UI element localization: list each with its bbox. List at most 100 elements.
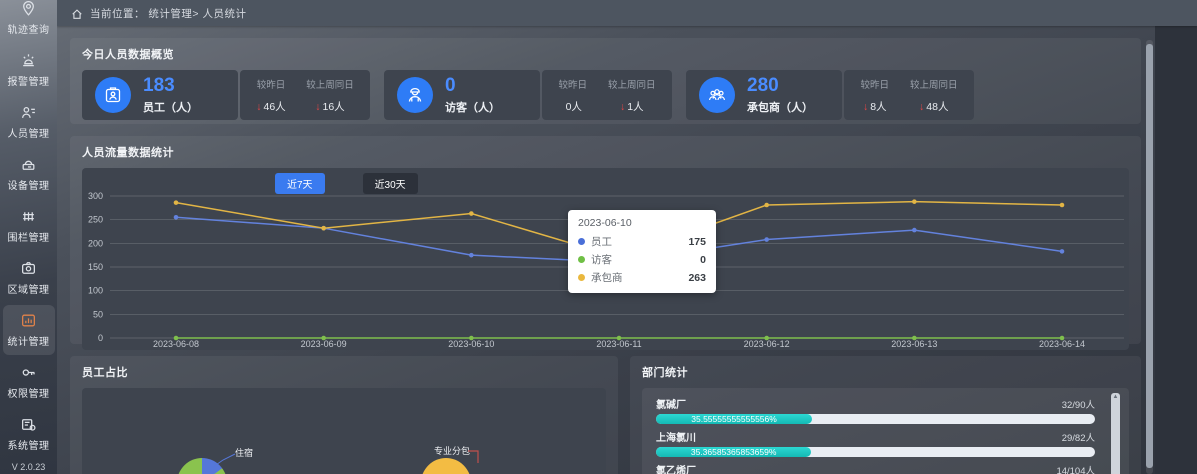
contractors-icon <box>699 77 735 113</box>
dept-count: 14/104人 <box>1056 466 1095 474</box>
svg-text:2023-06-12: 2023-06-12 <box>744 339 790 349</box>
visitor-label: 访客（人） <box>445 101 500 114</box>
dept-name: 上海氯川 <box>656 433 696 444</box>
fence-icon <box>20 207 38 225</box>
svg-text:2023-06-14: 2023-06-14 <box>1039 339 1085 349</box>
pie-left-callout: 住宿 <box>212 446 254 468</box>
dept-count: 32/90人 <box>1061 400 1095 411</box>
compare-value: 0人 <box>565 100 582 113</box>
compare-label: 较昨日 <box>558 79 587 91</box>
down-arrow-icon: ↓ <box>919 100 925 113</box>
alarm-icon <box>20 51 38 69</box>
page-scrollbar[interactable] <box>1146 40 1153 474</box>
compare-label: 较上周同日 <box>306 79 354 91</box>
visitor-compare-card: 较昨日 0人 较上周同日 ↓ 1人 <box>542 70 672 120</box>
breadcrumb-bar: 当前位置： 统计管理> 人员统计 <box>57 0 1197 26</box>
down-arrow-icon: ↓ <box>619 100 626 113</box>
breadcrumb: 当前位置： 统计管理> 人员统计 <box>90 6 246 21</box>
compare-value: ↓ 48人 <box>919 100 949 113</box>
home-icon <box>71 7 83 19</box>
line-chart-canvas[interactable]: 0 50 100 150 200 250 300 2023-06-08 2023-06-09 20… <box>82 182 1128 350</box>
contractor-stat-card: 280 承包商（人） <box>686 70 842 120</box>
dept-percent-label: 35.55555555555556% <box>691 414 777 424</box>
employee-stat-card: 183 员工（人） <box>82 70 238 120</box>
sidebar-item-label: 权限管理 <box>7 389 50 400</box>
sidebar-item-statistics[interactable]: 统计管理 <box>2 305 55 355</box>
pie-slice-label: 住宿 <box>235 448 254 458</box>
sidebar-item-region[interactable]: 区域管理 <box>3 253 55 303</box>
compare-label: 较昨日 <box>860 79 889 91</box>
pie-chart-left[interactable] <box>177 458 227 474</box>
flow-panel: 人员流量数据统计 近7天 近30天 0 50 100 150 200 250 300 2023… <box>70 136 1141 350</box>
dept-percent-label: 35.36585365853659% <box>690 447 777 457</box>
scroll-up-arrow-icon: ▲ <box>1112 394 1119 400</box>
dept-bar-track: 35.36585365853659% <box>656 447 1095 457</box>
right-gutter <box>1155 26 1197 474</box>
sidebar-item-alarm[interactable]: 报警管理 <box>3 45 55 95</box>
tab-last-7-days[interactable]: 近7天 <box>275 173 325 194</box>
contractor-count: 280 <box>747 74 779 96</box>
svg-text:2023-06-09: 2023-06-09 <box>301 339 347 349</box>
stat-cards: 183 员工（人） 较昨日 ↓ 46人 较上周同日 ↓ 16人 <box>82 70 1129 120</box>
main-content: 今日人员数据概览 183 员工（人） 较昨日 <box>57 26 1197 474</box>
svg-text:50: 50 <box>93 309 103 319</box>
compare-value: ↓ 8人 <box>862 100 887 113</box>
overview-title: 今日人员数据概览 <box>82 49 174 61</box>
sidebar-item-track-query[interactable]: 轨迹查询 <box>3 0 55 43</box>
flow-chart[interactable]: 近7天 近30天 0 50 100 150 200 250 300 2023-06-08 202… <box>82 168 1129 350</box>
sidebar-item-label: 系统管理 <box>7 441 50 452</box>
sidebar: 轨迹查询 报警管理 人员管理 设备管理 围栏管理 <box>0 0 57 474</box>
sidebar-item-personnel[interactable]: 人员管理 <box>3 97 55 147</box>
down-arrow-icon: ↓ <box>862 100 869 113</box>
department-list: 氯碱厂 32/90人 35.55555555555556% 上海氯川 29/82… <box>642 388 1129 474</box>
compare-label: 较昨日 <box>256 79 286 91</box>
pie-right-callout: 专业分包 <box>434 444 479 463</box>
breadcrumb-path[interactable]: 统计管理> 人员统计 <box>148 7 247 20</box>
bottom-row: 员工占比 住宿 专业分包 部门统计 <box>70 356 1141 474</box>
department-list-scrollbar[interactable]: ▲ <box>1111 393 1120 474</box>
contractor-label: 承包商（人） <box>747 101 813 114</box>
pie-chart-right[interactable] <box>421 458 471 474</box>
dept-title: 部门统计 <box>642 367 688 379</box>
dept-count: 29/82人 <box>1061 433 1095 444</box>
compare-value: ↓ 16人 <box>315 100 345 113</box>
scrollbar-thumb[interactable] <box>1146 44 1153 468</box>
department-stats-panel: 部门统计 氯碱厂 32/90人 35.55555555555556% <box>630 356 1141 474</box>
sidebar-item-label: 区域管理 <box>7 285 50 296</box>
stat-group-visitor: 0 访客（人） 较昨日 0人 较上周同日 ↓ 1人 <box>384 70 672 120</box>
ratio-chart[interactable]: 住宿 专业分包 <box>82 388 606 474</box>
system-icon <box>20 415 38 433</box>
sidebar-item-fence[interactable]: 围栏管理 <box>3 201 55 251</box>
svg-text:250: 250 <box>88 215 103 225</box>
svg-text:2023-06-13: 2023-06-13 <box>891 339 937 349</box>
track-icon <box>20 0 38 17</box>
compare-label: 较上周同日 <box>607 79 656 91</box>
employee-compare-card: 较昨日 ↓ 46人 较上周同日 ↓ 16人 <box>240 70 370 120</box>
region-icon <box>20 259 38 277</box>
stat-group-employee: 183 员工（人） 较昨日 ↓ 46人 较上周同日 ↓ 16人 <box>82 70 370 120</box>
breadcrumb-prefix: 当前位置： <box>90 7 145 20</box>
sidebar-item-label: 报警管理 <box>7 77 50 88</box>
tab-last-30-days[interactable]: 近30天 <box>362 173 418 194</box>
sidebar-item-device[interactable]: 设备管理 <box>3 149 55 199</box>
dept-row: 氯乙烯厂 14/104人 13.461538461538462% <box>656 462 1095 474</box>
svg-text:150: 150 <box>88 262 103 272</box>
svg-text:2023-06-10: 2023-06-10 <box>448 339 494 349</box>
ratio-title: 员工占比 <box>82 367 128 379</box>
statistics-icon <box>20 311 38 329</box>
visitor-stat-card: 0 访客（人） <box>384 70 540 120</box>
dept-row: 上海氯川 29/82人 35.36585365853659% <box>656 429 1095 457</box>
svg-text:100: 100 <box>88 286 103 296</box>
sidebar-item-permission[interactable]: 权限管理 <box>3 357 55 407</box>
pie-slice-label: 专业分包 <box>434 446 471 456</box>
range-tabs: 近7天 近30天 <box>275 173 418 194</box>
sidebar-item-label: 统计管理 <box>7 337 50 348</box>
sidebar-item-system[interactable]: 系统管理 <box>3 409 55 459</box>
svg-text:2023-06-11: 2023-06-11 <box>596 339 641 349</box>
sidebar-item-label: 围栏管理 <box>7 233 50 244</box>
compare-value: ↓ 46人 <box>256 100 286 113</box>
overview-panel: 今日人员数据概览 183 员工（人） 较昨日 <box>70 38 1141 124</box>
employee-count: 183 <box>143 74 175 96</box>
dept-bar-fill: 35.55555555555556% <box>656 414 813 424</box>
personnel-icon <box>20 103 38 121</box>
